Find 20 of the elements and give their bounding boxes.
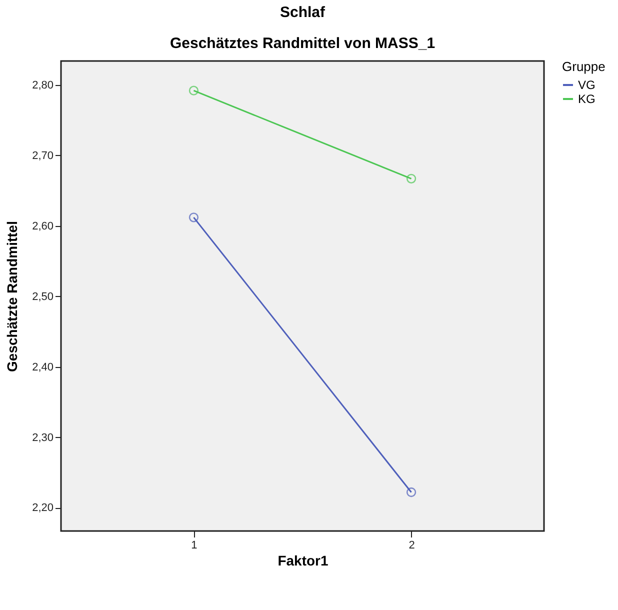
y-tick-label: 2,30	[32, 432, 54, 444]
legend-title: Gruppe	[562, 59, 606, 74]
x-tick-label: 1	[191, 540, 198, 552]
y-tick-label: 2,80	[32, 79, 54, 92]
y-tick-label: 2,20	[32, 502, 54, 514]
y-tick-label: 2,70	[32, 150, 54, 162]
point	[406, 174, 416, 184]
y-axis-title: Geschätzte Randmittel	[4, 221, 20, 372]
y-tick-label: 2,40	[32, 361, 54, 374]
point	[406, 487, 416, 498]
x-axis-title: Faktor1	[278, 552, 328, 568]
chart-title: Schlaf	[280, 4, 326, 21]
y-tick-label: 2,60	[32, 220, 54, 232]
point	[188, 86, 199, 96]
chart-subtitle: Geschätztes Randmittel von MASS_1	[170, 35, 436, 52]
point	[188, 212, 199, 222]
y-tick-label: 2,50	[32, 290, 54, 303]
x-tick-label: 2	[408, 540, 415, 552]
legend-label: KG	[578, 92, 596, 106]
legend-label: VG	[578, 78, 596, 92]
